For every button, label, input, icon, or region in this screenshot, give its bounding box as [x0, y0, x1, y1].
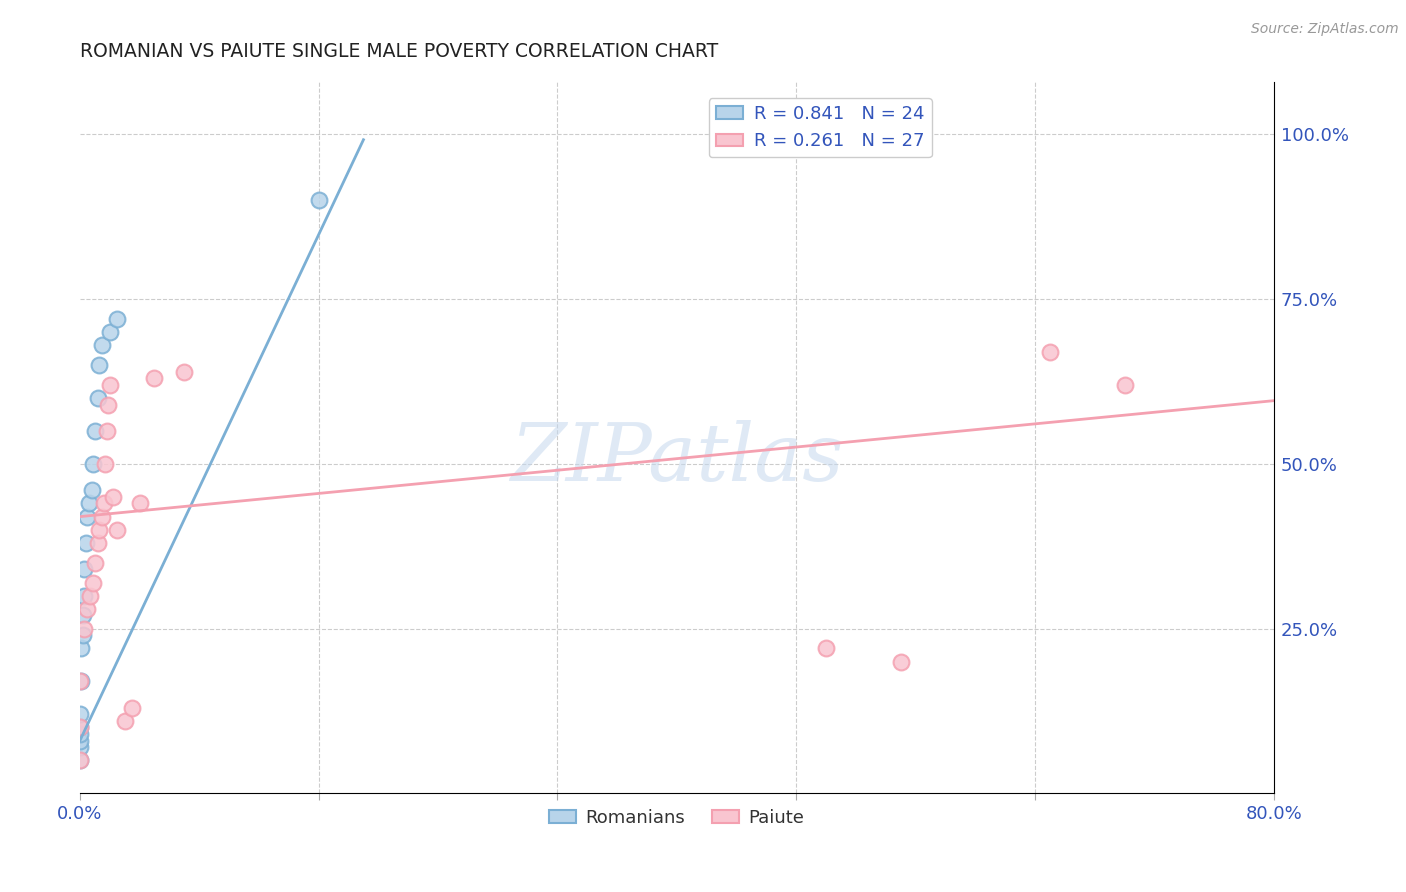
Point [69, 721, 91, 735]
Point [83, 424, 105, 438]
Point [69, 733, 91, 747]
Point [890, 655, 912, 669]
Point [1114, 377, 1136, 392]
Point [815, 641, 838, 656]
Point [173, 365, 195, 379]
Point [105, 312, 128, 326]
Point [70, 674, 93, 689]
Point [72, 608, 94, 623]
Point [98, 325, 121, 339]
Point [69, 674, 91, 689]
Point [69, 753, 91, 767]
Point [94, 457, 117, 471]
Point [80, 483, 103, 498]
Point [89, 358, 111, 372]
Point [114, 714, 136, 728]
Point [69, 740, 91, 755]
Point [87, 536, 110, 550]
Point [97, 398, 120, 412]
Point [69, 753, 91, 767]
Point [82, 575, 104, 590]
Point [83, 556, 105, 570]
Point [308, 194, 330, 208]
Point [76, 602, 98, 616]
Point [70, 641, 93, 656]
Legend: Romanians, Paiute: Romanians, Paiute [543, 802, 811, 834]
Point [87, 391, 110, 405]
Point [143, 371, 166, 385]
Text: Source: ZipAtlas.com: Source: ZipAtlas.com [1251, 22, 1399, 37]
Point [73, 562, 96, 576]
Point [73, 589, 96, 603]
Point [105, 523, 128, 537]
Point [69, 727, 91, 741]
Point [91, 338, 114, 352]
Text: ZIPatlas: ZIPatlas [510, 420, 844, 498]
Point [91, 509, 114, 524]
Point [1039, 345, 1062, 359]
Point [75, 536, 97, 550]
Point [96, 424, 118, 438]
Point [121, 700, 143, 714]
Point [128, 496, 150, 510]
Point [72, 628, 94, 642]
Point [101, 490, 124, 504]
Point [89, 523, 111, 537]
Point [69, 721, 91, 735]
Point [77, 496, 100, 510]
Point [98, 377, 121, 392]
Point [76, 509, 98, 524]
Point [79, 589, 101, 603]
Point [69, 707, 91, 722]
Point [93, 496, 115, 510]
Text: ROMANIAN VS PAIUTE SINGLE MALE POVERTY CORRELATION CHART: ROMANIAN VS PAIUTE SINGLE MALE POVERTY C… [80, 42, 718, 61]
Point [82, 457, 104, 471]
Point [73, 622, 96, 636]
